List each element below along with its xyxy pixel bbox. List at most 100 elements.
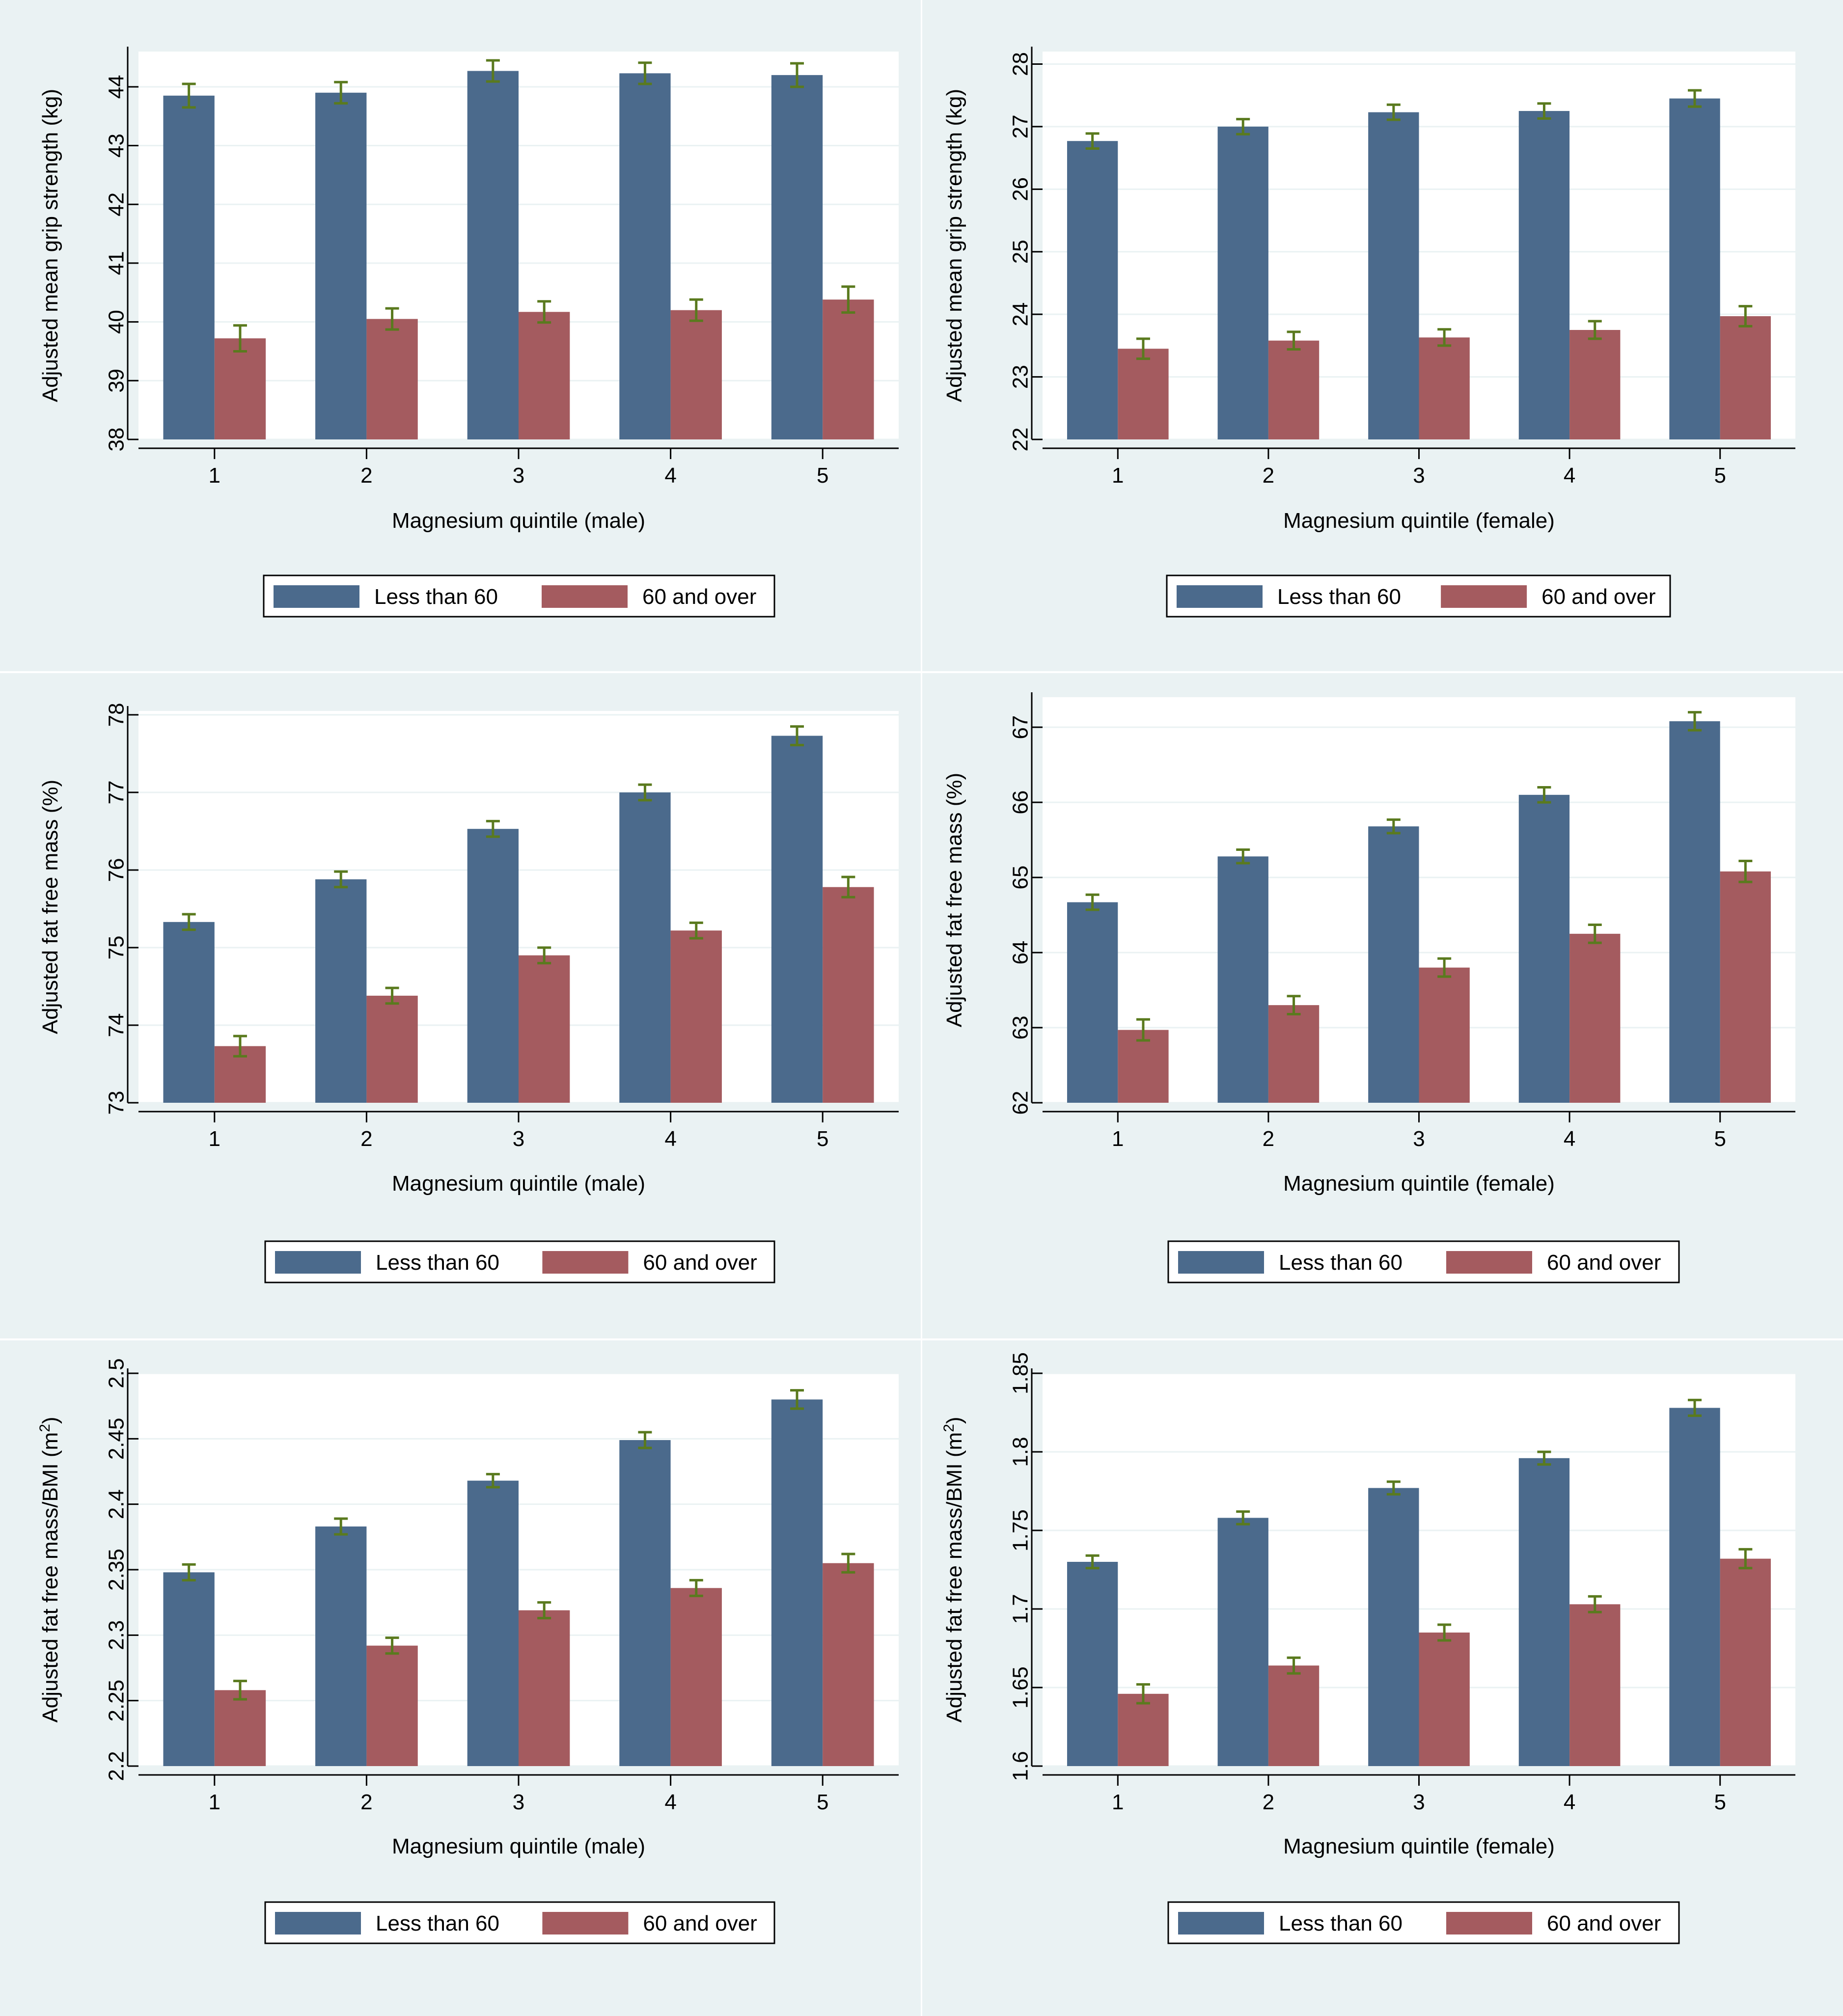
error-bar: [1688, 1398, 1702, 1417]
legend-label-60-and-over: 60 and over: [1547, 1251, 1661, 1275]
error-bar: [182, 913, 196, 931]
y-tick-label: 38: [105, 428, 129, 452]
legend-swatch-under-60: [275, 1251, 361, 1274]
legend-swatch-60-and-over: [542, 585, 628, 608]
y-tick-label: 1.6: [1009, 1751, 1033, 1781]
legend-swatch-under-60: [1178, 1251, 1264, 1274]
bar-under-60-q3: [467, 1480, 519, 1766]
x-axis-title: Magnesium quintile (female): [1283, 1834, 1555, 1858]
error-bar: [1738, 859, 1753, 883]
y-axis-title: Adjusted fat free mass/BMI (m2): [37, 1417, 63, 1722]
y-tick-label: 1.7: [1009, 1594, 1033, 1624]
error-bar: [1236, 848, 1250, 865]
error-bar: [1085, 132, 1100, 150]
y-tick-label: 43: [105, 134, 129, 158]
legend-swatch-under-60: [275, 1912, 361, 1934]
legend-swatch-under-60: [1178, 1912, 1264, 1934]
x-tick-label: 2: [360, 463, 372, 488]
bar-under-60-q1: [163, 1572, 215, 1766]
legend-label-60-and-over: 60 and over: [643, 1911, 757, 1935]
legend: Less than 60 60 and over: [1167, 1240, 1680, 1283]
y-tick-label: 25: [1009, 240, 1033, 264]
error-bar: [1386, 818, 1401, 835]
x-tick-label: 5: [817, 1127, 828, 1151]
x-tick-label: 4: [1564, 463, 1575, 488]
y-tick-label: 1.75: [1009, 1509, 1033, 1552]
y-tick-label: 2.35: [105, 1549, 129, 1591]
bar-under-60-q2: [315, 879, 367, 1103]
y-tick-label: 27: [1009, 114, 1033, 138]
legend-swatch-60-and-over: [1441, 585, 1527, 608]
x-tick-label: 4: [664, 463, 676, 488]
bar-60-and-over-q2: [1268, 1665, 1320, 1766]
error-bar: [1085, 1554, 1100, 1570]
error-bar: [537, 946, 551, 965]
legend: Less than 60 60 and over: [263, 574, 775, 618]
y-tick-label: 2.45: [105, 1418, 129, 1460]
error-bar: [233, 1680, 247, 1701]
y-tick-label: 73: [105, 1091, 129, 1115]
bar-under-60-q2: [315, 92, 367, 440]
y-tick-label: 2.2: [105, 1751, 129, 1781]
y-tick-label: 23: [1009, 365, 1033, 389]
y-tick-label: 28: [1009, 52, 1033, 76]
y-tick-label: 2.5: [105, 1358, 129, 1388]
x-tick-label: 3: [1413, 463, 1425, 488]
x-tick-label: 2: [360, 1790, 372, 1814]
error-bar: [689, 298, 703, 322]
x-tick-label: 2: [1263, 1790, 1274, 1814]
bar-under-60-q3: [1368, 112, 1419, 439]
x-tick-label: 2: [1263, 1127, 1274, 1151]
legend-label-60-and-over: 60 and over: [643, 1251, 757, 1275]
error-bar: [385, 307, 399, 331]
error-bar: [638, 61, 652, 85]
x-tick-label: 1: [1112, 1127, 1124, 1151]
bar-under-60-q1: [1067, 902, 1118, 1103]
bar-60-and-over-q5: [1720, 871, 1771, 1103]
bar-60-and-over-q1: [214, 1690, 266, 1766]
legend-label-60-and-over: 60 and over: [642, 585, 756, 609]
legend-swatch-60-and-over: [542, 1912, 629, 1934]
y-tick-label: 78: [105, 703, 129, 727]
error-bar: [182, 82, 196, 109]
error-bar: [638, 1431, 652, 1449]
chart-panel-top-left: 38 39 40 41 42 43 44 1 2 3 4 5 Adjusted mean grip st…: [0, 0, 921, 671]
bar-under-60-q5: [1669, 721, 1720, 1103]
bar-60-and-over-q3: [1419, 967, 1470, 1103]
x-axis-title: Magnesium quintile (male): [392, 509, 645, 533]
y-tick-label: 74: [105, 1013, 129, 1037]
legend-label-under-60: Less than 60: [376, 1251, 499, 1275]
error-bar: [1136, 1018, 1150, 1042]
error-bar: [1738, 1548, 1753, 1570]
bar-under-60-q2: [1217, 126, 1268, 440]
x-axis-title: Magnesium quintile (female): [1283, 509, 1555, 533]
error-bar: [385, 1636, 399, 1655]
error-bar: [1287, 330, 1301, 351]
bar-60-and-over-q2: [1268, 340, 1320, 439]
error-bar: [233, 324, 247, 353]
legend-label-under-60: Less than 60: [1277, 585, 1401, 609]
bar-under-60-q4: [619, 73, 671, 440]
bar-60-and-over-q4: [670, 1588, 722, 1766]
y-tick-label: 24: [1009, 302, 1033, 327]
x-tick-label: 1: [209, 463, 220, 488]
x-tick-label: 5: [817, 1790, 828, 1814]
bar-under-60-q1: [1067, 141, 1118, 439]
bar-under-60-q2: [1217, 856, 1268, 1103]
error-bar: [790, 725, 804, 747]
bar-under-60-q3: [1368, 1488, 1419, 1766]
legend-label-60-and-over: 60 and over: [1547, 1911, 1661, 1935]
y-tick-label: 2.25: [105, 1680, 129, 1722]
error-bar: [1287, 1656, 1301, 1675]
x-tick-label: 3: [1413, 1790, 1425, 1814]
error-bar: [689, 921, 703, 940]
legend-swatch-under-60: [274, 585, 359, 608]
legend: Less than 60 60 and over: [1167, 1901, 1680, 1944]
bar-under-60-q3: [467, 71, 519, 439]
bar-under-60-q4: [1518, 1458, 1570, 1766]
bar-under-60-q1: [163, 95, 215, 440]
y-tick-label: 62: [1009, 1091, 1033, 1115]
legend-label-under-60: Less than 60: [374, 585, 498, 609]
bar-60-and-over-q5: [823, 300, 874, 439]
